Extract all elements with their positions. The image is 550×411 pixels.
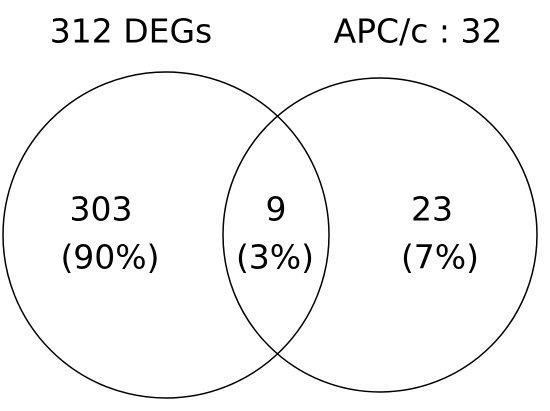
region-count: 303 [70,190,133,229]
region-count: 23 [411,190,453,229]
set-circle [2,71,330,399]
region-count: 9 [266,190,287,229]
set-circle [222,77,538,393]
set-label: APC/c : 32 [334,12,503,51]
region-percent: (7%) [401,238,479,277]
set-label: 312 DEGs [50,12,213,51]
region-percent: (90%) [60,238,159,277]
region-percent: (3%) [236,238,314,277]
